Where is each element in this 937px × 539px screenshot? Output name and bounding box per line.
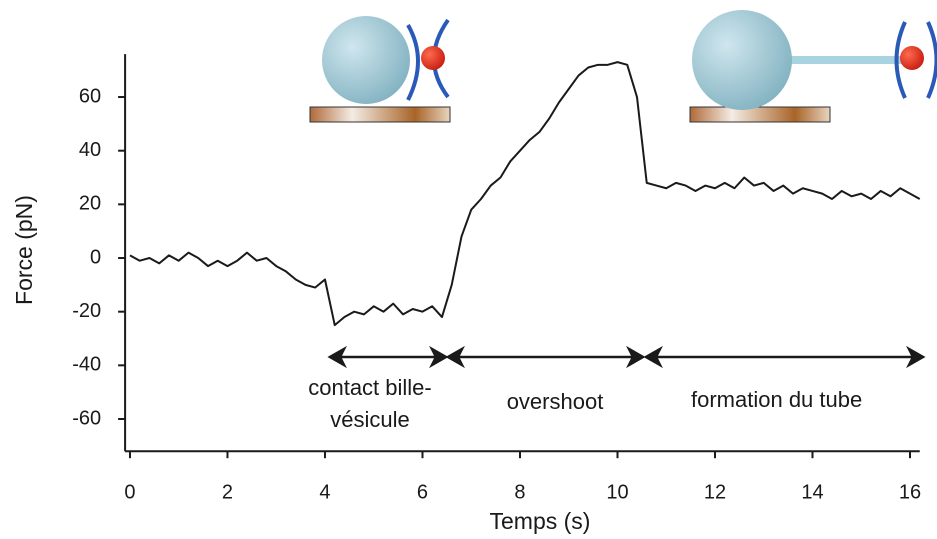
x-tick-label: 6 [417,481,428,503]
y-tick-label: 40 [79,139,101,161]
x-tick-label: 12 [704,481,726,503]
force-line [129,61,921,327]
x-tick-label: 16 [899,481,921,503]
x-tick-label: 8 [514,481,525,503]
y-tick-label: 20 [79,193,101,215]
y-axis-label: Force (pN) [11,195,37,305]
illustration-tube [689,10,937,123]
x-axis-label: Temps (s) [490,508,591,534]
x-tick-label: 14 [801,481,823,503]
annotation: formation du tube [691,387,863,412]
x-tick-label: 2 [222,481,233,503]
x-tick-label: 0 [124,481,135,503]
x-tick-label: 10 [606,481,628,503]
x-tick-label: 4 [319,481,330,503]
y-tick-label: -20 [72,300,101,322]
y-tick-label: 60 [79,85,101,107]
y-tick-label: -40 [72,354,101,376]
annotation: contact bille-vésicule [308,375,432,432]
illustration-contact [309,16,451,123]
phase-arrows [327,345,926,369]
y-tick-label: -60 [72,407,101,429]
y-tick-label: 0 [90,246,101,268]
annotation: overshoot [506,389,604,414]
